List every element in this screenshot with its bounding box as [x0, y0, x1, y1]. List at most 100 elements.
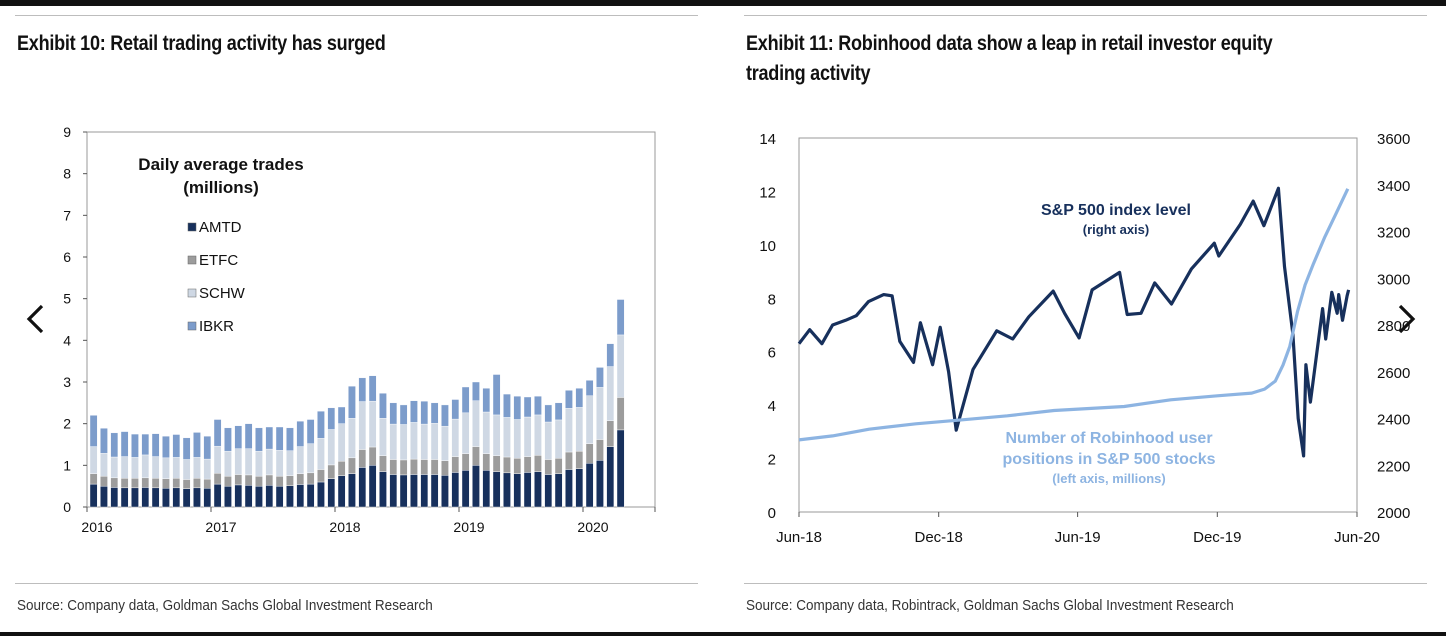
bar-segment-schw: [100, 453, 108, 477]
legend-swatch-ibkr: [187, 321, 197, 331]
bar-segment-ibkr: [203, 435, 212, 460]
bar-segment-ibkr: [368, 375, 377, 402]
bar-segment-amtd: [234, 484, 243, 508]
y-right-tick-label: 3400: [1377, 178, 1410, 195]
bar-segment-schw: [513, 419, 522, 459]
bar-segment-schw: [441, 425, 449, 461]
exhibit-10-title: Exhibit 10: Retail trading activity has …: [17, 32, 386, 55]
chevron-right-icon: [1398, 304, 1416, 334]
bar-segment-amtd: [203, 488, 212, 508]
bar-segment-amtd: [255, 485, 263, 508]
bar-segment-schw: [472, 400, 480, 447]
bar-segment-schw: [368, 400, 377, 448]
robinhood-annotation-line3: (left axis, millions): [1052, 471, 1165, 486]
bar-segment-amtd: [306, 483, 315, 508]
bar-segment-schw: [234, 448, 243, 475]
legend-swatch-etfc: [187, 255, 197, 265]
bar-segment-etfc: [265, 474, 274, 486]
bar-segment-amtd: [317, 481, 325, 508]
bar-segment-ibkr: [472, 381, 480, 401]
bar-segment-etfc: [461, 453, 470, 471]
bar-segment-ibkr: [327, 407, 336, 430]
bar-segment-ibkr: [513, 395, 522, 420]
y-tick-label: 7: [63, 207, 71, 223]
y-left-tick-label: 10: [759, 238, 776, 255]
bar-segment-amtd: [151, 487, 160, 508]
bar-segment-amtd: [606, 446, 615, 508]
bar-segment-amtd: [565, 469, 573, 508]
y-left-tick-label: 0: [768, 505, 776, 522]
bar-segment-etfc: [565, 451, 573, 470]
bar-segment-etfc: [596, 439, 604, 461]
bar-segment-ibkr: [193, 432, 201, 458]
y-tick-label: 9: [63, 124, 71, 140]
next-button[interactable]: [1392, 299, 1422, 339]
bar-segment-etfc: [492, 455, 501, 472]
bar-segment-amtd: [492, 471, 501, 508]
bar-segment-amtd: [544, 474, 553, 508]
robinhood-annotation-line2: positions in S&P 500 stocks: [1002, 451, 1215, 468]
bar-segment-etfc: [234, 474, 243, 486]
bar-segment-etfc: [606, 420, 615, 447]
bar-segment-amtd: [379, 471, 387, 508]
bar-segment-etfc: [100, 475, 108, 487]
bar-segment-schw: [131, 457, 139, 479]
bar-segment-etfc: [575, 450, 584, 469]
bar-segment-ibkr: [430, 402, 439, 424]
bar-segment-schw: [172, 457, 181, 479]
bar-segment-ibkr: [575, 388, 584, 408]
bar-segment-amtd: [358, 467, 367, 508]
bar-segment-schw: [151, 456, 160, 479]
bar-segment-etfc: [89, 473, 98, 485]
bar-segment-ibkr: [554, 402, 563, 421]
bar-segment-amtd: [110, 487, 119, 508]
bar-segment-etfc: [120, 478, 129, 489]
bar-segment-schw: [224, 450, 232, 477]
exhibit-11-source: Source: Company data, Robintrack, Goldma…: [746, 597, 1234, 614]
y-left-tick-label: 12: [759, 184, 776, 201]
previous-button[interactable]: [20, 299, 50, 339]
bar-segment-schw: [399, 424, 408, 461]
bottom-rule: [744, 583, 1427, 584]
bar-segment-schw: [410, 422, 418, 460]
legend-label-etfc: ETFC: [199, 252, 238, 269]
bottom-rule: [15, 583, 698, 584]
bar-segment-amtd: [275, 485, 284, 508]
bar-segment-etfc: [544, 459, 553, 475]
bar-segment-ibkr: [348, 385, 356, 419]
bar-segment-schw: [120, 456, 129, 479]
bar-segment-etfc: [534, 455, 542, 472]
bar-segment-etfc: [317, 469, 325, 483]
bar-segment-schw: [523, 416, 532, 457]
bar-segment-amtd: [503, 472, 511, 508]
y-right-tick-label: 2000: [1377, 505, 1410, 522]
bar-segment-schw: [110, 456, 119, 479]
bar-segment-amtd: [120, 487, 129, 508]
bar-segment-ibkr: [131, 433, 139, 458]
bar-segment-ibkr: [565, 390, 573, 409]
bar-segment-schw: [203, 458, 212, 480]
bar-segment-ibkr: [110, 432, 119, 458]
bar-segment-amtd: [420, 474, 429, 508]
bar-segment-etfc: [503, 456, 511, 474]
bar-segment-schw: [317, 438, 325, 470]
bar-segment-amtd: [100, 485, 108, 508]
bar-segment-schw: [379, 418, 387, 456]
bar-segment-amtd: [513, 473, 522, 508]
sp500-annotation-line2: (right axis): [1083, 222, 1149, 237]
bar-segment-etfc: [182, 479, 191, 489]
y-left-tick-label: 2: [768, 452, 776, 469]
bar-segment-schw: [275, 450, 284, 477]
y-tick-label: 3: [63, 374, 71, 390]
bar-segment-amtd: [596, 460, 604, 508]
bar-segment-amtd: [554, 473, 563, 508]
bar-segment-schw: [193, 457, 201, 479]
bar-segment-etfc: [523, 456, 532, 473]
bar-segment-schw: [296, 446, 305, 474]
bar-segment-etfc: [110, 477, 119, 488]
bar-segment-schw: [461, 412, 470, 454]
bar-segment-schw: [554, 419, 563, 459]
bar-segment-etfc: [482, 453, 491, 471]
exhibit-11-title-line1: Exhibit 11: Robinhood data show a leap i…: [746, 32, 1273, 55]
bar-segment-amtd: [616, 429, 625, 508]
